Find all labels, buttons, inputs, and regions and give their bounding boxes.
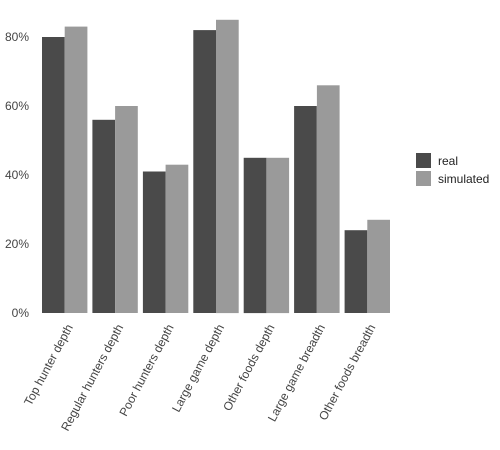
x-tick-label: Other foods breadth	[316, 322, 378, 423]
bar-real	[243, 157, 267, 314]
x-tick-label: Other foods depth	[220, 322, 277, 413]
bar-simulated	[367, 219, 390, 313]
bar-simulated	[165, 164, 189, 313]
bar-real	[344, 230, 368, 313]
legend-swatch-real	[416, 153, 431, 168]
y-tick-label: 40%	[5, 168, 29, 182]
legend-label-simulated: simulated	[438, 172, 489, 186]
legend: real simulated	[416, 153, 489, 186]
bar-real	[92, 119, 116, 313]
bar-simulated	[266, 157, 290, 314]
x-tick-label: Large game depth	[169, 322, 227, 415]
y-tick-label: 60%	[5, 99, 29, 113]
bar-simulated	[316, 85, 340, 313]
legend-swatch-simulated	[416, 171, 431, 186]
x-tick-label: Poor hunters depth	[116, 322, 176, 419]
x-tick-label: Large game breadth	[265, 322, 328, 424]
y-tick-label: 20%	[5, 237, 29, 251]
bar-simulated	[64, 26, 88, 313]
x-tick-label: Top hunter depth	[21, 322, 76, 408]
bar-simulated	[115, 106, 138, 313]
y-tick-label: 80%	[5, 30, 29, 44]
bars-group	[42, 19, 390, 314]
y-tick-label: 0%	[12, 306, 30, 320]
bar-real	[42, 37, 65, 313]
legend-label-real: real	[438, 154, 458, 168]
bar-simulated	[216, 19, 239, 314]
bar-real	[142, 171, 166, 313]
bar-real	[294, 106, 317, 313]
y-axis: 0% 20% 40% 60% 80%	[5, 30, 29, 320]
bar-real	[193, 30, 216, 313]
